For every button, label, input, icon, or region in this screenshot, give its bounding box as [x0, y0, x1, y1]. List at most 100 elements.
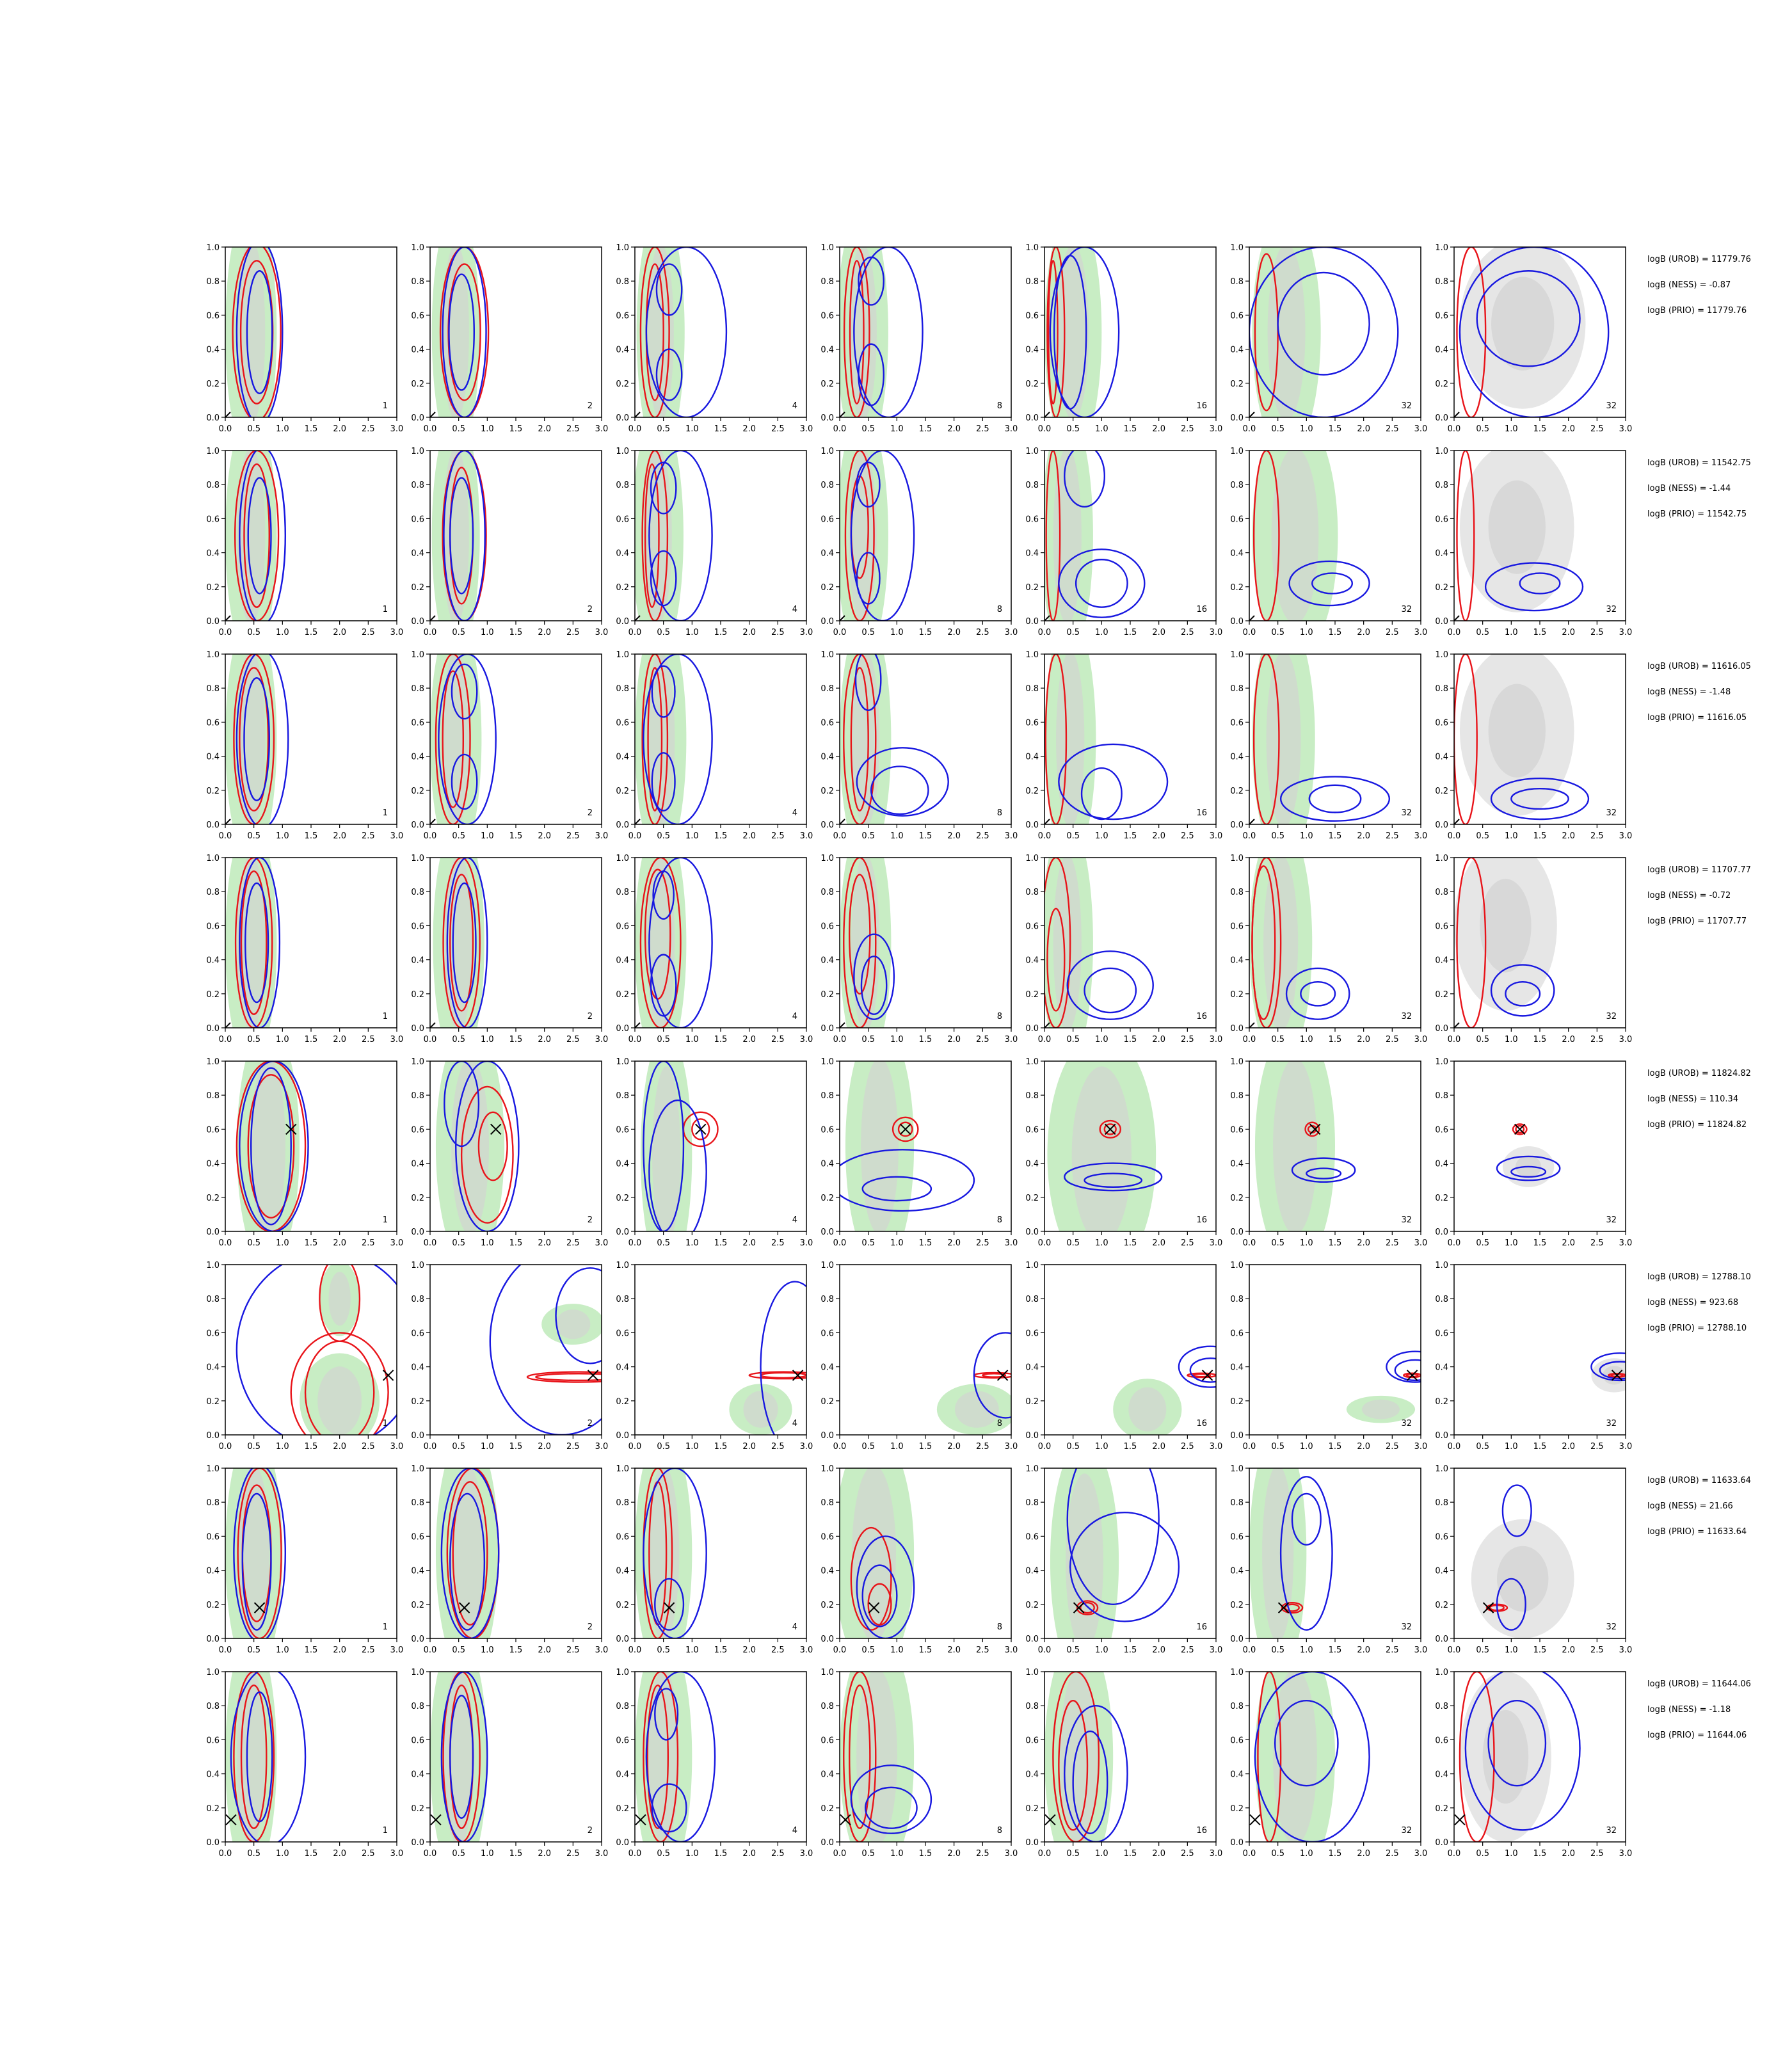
- x-tick-label: 2.5: [1590, 1238, 1604, 1248]
- panel-column-label: 4: [792, 1012, 797, 1021]
- x-tick-label: 1.0: [685, 1645, 699, 1655]
- y-tick-label: 0.2: [1230, 1804, 1244, 1814]
- panel-plot-area: [840, 1468, 915, 1638]
- true-value-marker: [1514, 1123, 1526, 1135]
- x-tick-label: 1.0: [276, 831, 289, 841]
- y-tick-label: 0.8: [411, 888, 424, 897]
- x-tick-label: 0.5: [247, 424, 260, 434]
- uniform-density-core: [1488, 684, 1546, 778]
- x-tick-label: 2.5: [566, 628, 580, 637]
- logb-label: logB (NESS) = 923.68: [1647, 1298, 1739, 1308]
- x-tick-label: 0.0: [424, 628, 437, 637]
- y-tick-label: 0.8: [1230, 1091, 1244, 1101]
- blue-contour: [230, 1672, 307, 1842]
- y-tick-label: 0.2: [616, 1194, 629, 1203]
- x-tick-label: 0.0: [1243, 1442, 1256, 1452]
- panel-r7-c7: 0.0 0.5 1.0 1.5 2.0 2.5 3.0 0.0 0.2 0.4 0.6 0.8 1.0 3…: [1435, 1464, 1632, 1655]
- blue-contour: [1285, 967, 1350, 1020]
- y-tick-label: 0.8: [616, 888, 629, 897]
- x-tick-label: 1.5: [305, 1849, 318, 1859]
- x-tick-label: 0.5: [861, 424, 875, 434]
- y-tick-label: 1.0: [411, 1057, 424, 1067]
- red-contour: [1052, 1672, 1100, 1842]
- x-tick-label: 3.0: [1619, 628, 1633, 637]
- blue-contour: [655, 263, 683, 316]
- x-tick-label: 0.0: [1448, 1035, 1461, 1044]
- red-contour: [982, 1373, 1007, 1378]
- blue-contour: [448, 273, 475, 391]
- y-tick-label: 0.4: [411, 753, 424, 762]
- red-contour: [1281, 1601, 1304, 1614]
- prior-density-core: [1057, 247, 1089, 417]
- y-tick-label: 0.2: [820, 787, 834, 796]
- blue-contour: [244, 882, 269, 1004]
- true-value-marker: [840, 819, 845, 824]
- y-tick-label: 0.4: [411, 1567, 424, 1576]
- panel-r5-c1: 0.0 0.5 1.0 1.5 2.0 2.5 3.0 0.0 0.2 0.4 0.6 0.8 1.0 1: [206, 1057, 403, 1248]
- x-tick-label: 1.5: [1533, 831, 1547, 841]
- y-tick-label: 0.6: [616, 718, 629, 728]
- x-tick-label: 3.0: [1619, 1645, 1633, 1655]
- x-tick-label: 3.0: [1210, 1035, 1223, 1044]
- panel-column-label: 2: [588, 401, 593, 411]
- prior-density-core: [250, 1061, 286, 1231]
- y-tick-label: 0.4: [411, 1363, 424, 1373]
- true-value-marker: [663, 1602, 675, 1613]
- y-tick-label: 1.0: [206, 1057, 220, 1067]
- y-tick-label: 0.6: [820, 1532, 834, 1542]
- logb-label: logB (UROB) = 11616.05: [1647, 662, 1751, 671]
- x-tick-label: 1.0: [1505, 1238, 1518, 1248]
- red-contour: [233, 654, 275, 824]
- y-tick-label: 0.2: [1025, 1194, 1039, 1203]
- red-contour: [849, 260, 865, 404]
- y-tick-label: 0.8: [820, 1091, 834, 1101]
- x-tick-label: 1.5: [1533, 628, 1547, 637]
- x-tick-label: 1.0: [1300, 424, 1313, 434]
- red-contour: [1403, 1372, 1421, 1379]
- x-tick-label: 1.0: [1300, 1238, 1313, 1248]
- y-tick-label: 0.8: [820, 277, 834, 287]
- panel-column-label: 16: [1196, 808, 1207, 818]
- blue-contour: [643, 1468, 707, 1638]
- y-tick-label: 0.8: [616, 1295, 629, 1304]
- blue-contour: [247, 477, 272, 595]
- red-contour: [234, 451, 280, 621]
- panel-r8-c3: 0.0 0.5 1.0 1.5 2.0 2.5 3.0 0.0 0.2 0.4 0.6 0.8 1.0 4: [616, 1668, 813, 1859]
- y-tick-label: 0.0: [1230, 413, 1244, 423]
- x-tick-label: 2.5: [566, 831, 580, 841]
- true-value-marker: [840, 1814, 851, 1826]
- blue-contour: [446, 858, 488, 1028]
- panel-r3-c4: 0.0 0.5 1.0 1.5 2.0 2.5 3.0 0.0 0.2 0.4 0.6 0.8 1.0 8: [820, 650, 1018, 841]
- blue-contour: [1590, 1352, 1626, 1382]
- x-tick-label: 0.0: [628, 1849, 642, 1859]
- x-tick-label: 1.0: [1095, 1238, 1108, 1248]
- x-tick-label: 2.0: [333, 628, 346, 637]
- panel-column-label: 32: [1606, 1622, 1617, 1632]
- y-tick-label: 0.6: [616, 1329, 629, 1338]
- panel-plot-area: [1249, 1468, 1333, 1638]
- panel-r7-c4: 0.0 0.5 1.0 1.5 2.0 2.5 3.0 0.0 0.2 0.4 0.6 0.8 1.0 8: [820, 1464, 1018, 1655]
- x-tick-label: 0.5: [247, 1442, 260, 1452]
- x-tick-label: 0.0: [424, 1238, 437, 1248]
- x-tick-label: 0.5: [1476, 831, 1489, 841]
- y-tick-label: 0.2: [1025, 1397, 1039, 1407]
- panel-plot-area: [225, 451, 286, 621]
- x-tick-label: 3.0: [595, 1442, 609, 1452]
- x-tick-label: 0.5: [1066, 424, 1080, 434]
- panel-plot-area: [1044, 1672, 1128, 1842]
- blue-contour: [246, 270, 273, 394]
- x-tick-label: 1.5: [714, 831, 728, 841]
- x-tick-label: 2.5: [1386, 1442, 1399, 1452]
- blue-contour: [1049, 247, 1120, 417]
- blue-contour: [861, 1176, 932, 1202]
- y-tick-label: 0.4: [1230, 1770, 1244, 1780]
- y-tick-label: 1.0: [820, 1668, 834, 1677]
- prior-density-core: [1128, 1387, 1167, 1432]
- y-tick-label: 0.0: [1025, 1431, 1039, 1441]
- y-tick-label: 0.6: [1230, 718, 1244, 728]
- y-tick-label: 0.8: [616, 1498, 629, 1508]
- y-tick-label: 0.4: [1230, 956, 1244, 966]
- prior-density-core: [1071, 1066, 1132, 1231]
- y-tick-label: 0.0: [206, 617, 220, 627]
- x-tick-label: 2.0: [538, 424, 551, 434]
